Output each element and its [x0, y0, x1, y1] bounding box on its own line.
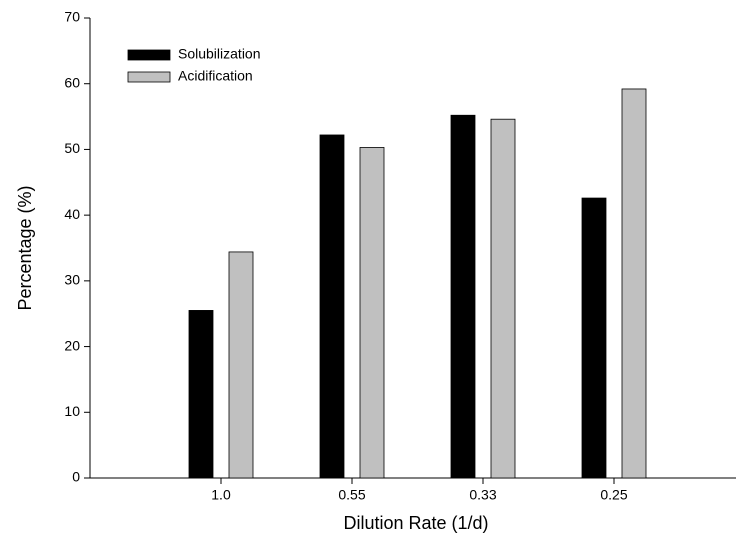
y-tick-label: 20: [64, 337, 80, 353]
legend-label: Solubilization: [178, 46, 261, 62]
y-tick-label: 70: [64, 9, 80, 25]
y-tick-label: 50: [64, 140, 80, 156]
y-tick-label: 40: [64, 206, 80, 222]
bar: [228, 251, 254, 479]
bar: [319, 134, 345, 479]
x-axis-title: Dilution Rate (1/d): [343, 513, 488, 533]
y-tick-label: 10: [64, 403, 80, 419]
bar: [490, 118, 516, 479]
bar: [188, 310, 214, 479]
x-tick-label: 0.25: [600, 487, 627, 503]
legend-label: Acidification: [178, 68, 253, 84]
y-axis-title: Percentage (%): [15, 185, 35, 310]
legend-swatch: [127, 49, 171, 61]
bar: [450, 114, 476, 479]
legend-swatch: [127, 71, 171, 83]
y-tick-label: 0: [72, 469, 80, 485]
bar: [621, 88, 647, 479]
bar: [581, 197, 607, 479]
y-tick-label: 30: [64, 272, 80, 288]
bar: [359, 147, 385, 479]
x-tick-label: 0.55: [338, 487, 365, 503]
y-tick-label: 60: [64, 74, 80, 90]
x-tick-label: 1.0: [211, 487, 231, 503]
x-tick-label: 0.33: [469, 487, 496, 503]
